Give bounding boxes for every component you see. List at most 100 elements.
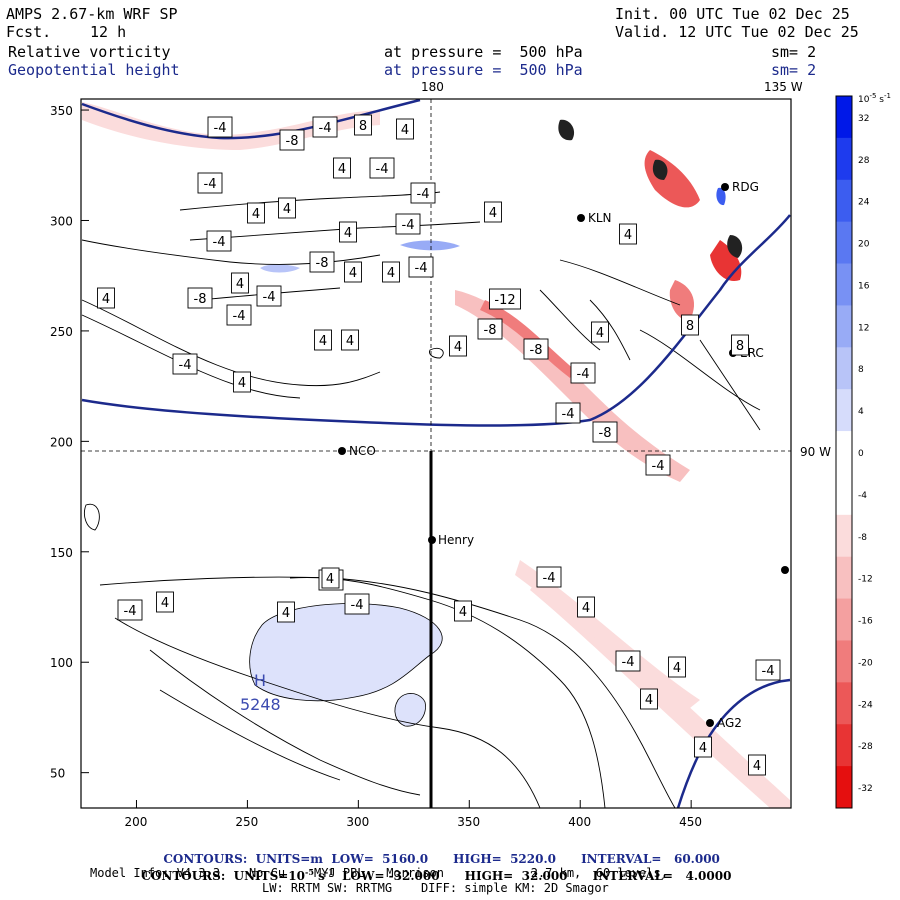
field1-level: at pressure = 500 hPa (384, 43, 583, 61)
contour-label: -4 (417, 187, 430, 202)
field2-level: at pressure = 500 hPa (384, 61, 583, 79)
colorbar-swatch (836, 556, 852, 600)
colorbar-swatch (836, 137, 852, 181)
station-ag2: AG2 (717, 716, 742, 730)
contour-label: 4 (489, 206, 497, 221)
contour-label: 4 (319, 334, 327, 349)
contour-label-box (668, 656, 686, 678)
x-tick-label: 300 (346, 815, 369, 829)
contours-2-exp2: -1 (324, 867, 334, 877)
contour-label-box (449, 335, 467, 357)
negative-vorticity-band-e (515, 560, 700, 708)
contour-label: -4 (577, 367, 590, 382)
contour-label-box (410, 182, 436, 204)
model-info: Model Info: V4.3.3 No Cu MYJ PBL Morriso… (90, 866, 668, 880)
colorbar: 32 28 24 20 16 12 8 4 0 -4 -8 -12 -16 -20 -24 -28 -32 10-… (835, 92, 891, 809)
contour-label: -4 (543, 571, 556, 586)
meridian-180-label: 180 (421, 80, 444, 94)
y-tick-label: 250 (50, 325, 73, 339)
contour-label-box (312, 116, 338, 138)
contour-label: 4 (349, 266, 357, 281)
contour-label: 4 (401, 123, 409, 138)
contour-label-box (619, 223, 637, 245)
contour-label-box (570, 362, 596, 384)
contour-label: 8 (686, 319, 694, 334)
station-dot (781, 566, 789, 574)
colorbar-swatch (836, 221, 852, 265)
contour-label-box (577, 596, 595, 618)
contour-label-box (278, 197, 296, 219)
colorbar-tick-label: -12 (858, 575, 873, 585)
field2-name: Geopotential height (8, 61, 180, 79)
contour-label-box (640, 688, 658, 710)
valid-time: Valid. 12 UTC Tue 02 Dec 25 (615, 23, 859, 41)
height-contour-5220 (81, 214, 791, 427)
x-tick-label: 250 (235, 815, 258, 829)
station-dot (428, 536, 436, 544)
positive-vorticity-small (394, 693, 426, 727)
contour-label-box (197, 172, 223, 194)
contour-label: -4 (263, 290, 276, 305)
init-time: Init. 00 UTC Tue 02 Dec 25 (615, 5, 850, 23)
station-nco: NCO (349, 444, 376, 458)
contour-label-box (555, 402, 581, 424)
contour-label: -8 (194, 292, 207, 307)
colorbar-swatch (836, 389, 852, 432)
colorbar-swatch (836, 724, 852, 767)
contour-label: -8 (316, 256, 329, 271)
contour-label: -8 (484, 323, 497, 338)
axis-ticks: 200 250 300 350 400 450 50 100 150 200 250 300 350 (50, 104, 702, 829)
contour-label: -4 (562, 407, 575, 422)
colorbar-tick-label: -24 (858, 700, 873, 710)
contour-label-box (645, 454, 671, 476)
forecast-label: Fcst. (6, 23, 52, 41)
contours-line-1: CONTOURS: UNITS=m LOW= 5160.0 HIGH= 5220… (155, 838, 720, 866)
contour-label: -4 (376, 162, 389, 177)
contour-label-box (156, 591, 174, 613)
x-tick-label: 400 (568, 815, 591, 829)
contour-label-box (341, 329, 359, 351)
colorbar-swatch (836, 431, 852, 474)
contour-label: -4 (233, 309, 246, 324)
colorbar-tick-label: 0 (858, 449, 864, 459)
negative-vorticity-band-mid (455, 290, 690, 482)
contour-label: 4 (699, 741, 707, 756)
contour-label: -4 (214, 121, 227, 136)
contour-label: 4 (582, 601, 590, 616)
contour-label: 4 (753, 759, 761, 774)
colorbar-tick-label: 8 (858, 365, 864, 375)
contour-label-box (681, 314, 699, 336)
contour-label-box (277, 601, 295, 623)
contour-label: 4 (102, 292, 110, 307)
colorbar-swatch (836, 514, 852, 558)
contour-label-box (344, 261, 362, 283)
field2-smoothing: sm= 2 (771, 61, 817, 79)
contour-label: -4 (319, 121, 332, 136)
contour-label-box (97, 287, 115, 309)
colorbar-swatch (836, 472, 852, 516)
colorbar-tick-label: -8 (858, 533, 867, 543)
contour-label-box (333, 157, 351, 179)
y-tick-label: 150 (50, 546, 73, 560)
contour-label: -4 (652, 459, 665, 474)
colorbar-tick-label: -20 (858, 658, 873, 668)
negative-vorticity-band-top (82, 102, 380, 150)
plot-frame (80, 98, 792, 809)
contour-label: -4 (622, 655, 635, 670)
colorbar-unit-label: 10-5 s-1 (858, 92, 891, 105)
contours-2-exp: -5 (305, 867, 314, 877)
contour-label-box (206, 230, 232, 252)
station-dot (721, 183, 729, 191)
colorbar-tick-label: 24 (858, 198, 870, 208)
dark-cells (558, 119, 743, 258)
x-tick-label: 200 (124, 815, 147, 829)
field1-name: Relative vorticity (8, 43, 171, 61)
contours-2-post: LOW= -32.000 HIGH= 32.000 INTERVAL= 4.00… (333, 869, 732, 883)
contour-label-box (694, 736, 712, 758)
contour-label-box (314, 329, 332, 351)
contour-label-box (592, 421, 618, 443)
colorbar-tick-label: 16 (858, 281, 870, 291)
contour-label: 4 (344, 226, 352, 241)
contour-label: -8 (599, 426, 612, 441)
